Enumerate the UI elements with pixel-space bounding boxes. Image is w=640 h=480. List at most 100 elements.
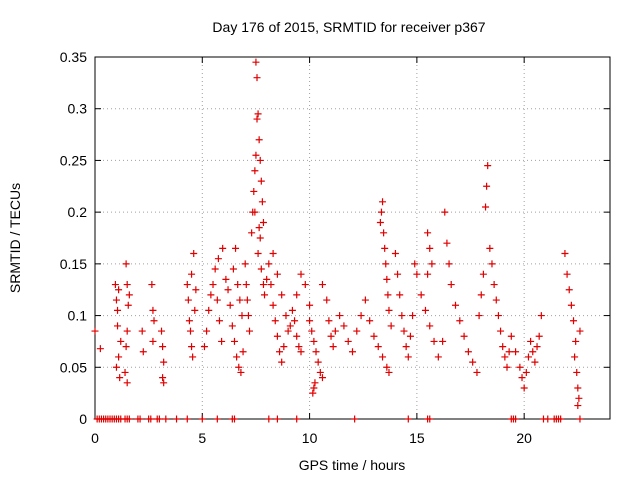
data-point	[256, 156, 264, 164]
data-point	[254, 110, 262, 118]
data-point	[112, 296, 120, 304]
data-point	[479, 270, 487, 278]
data-point	[139, 348, 147, 356]
data-point	[497, 327, 505, 335]
x-tick-label: 10	[302, 430, 318, 446]
data-point	[293, 332, 301, 340]
data-point	[473, 368, 481, 376]
data-point	[192, 286, 200, 294]
data-point	[353, 327, 361, 335]
data-point	[512, 415, 520, 423]
data-point	[379, 198, 387, 206]
data-point	[259, 218, 267, 226]
data-point	[411, 260, 419, 268]
y-tick-label: 0.15	[60, 256, 87, 272]
data-point	[484, 162, 492, 170]
data-point	[116, 374, 124, 382]
data-point	[382, 260, 390, 268]
x-tick-label: 20	[516, 430, 532, 446]
data-point	[224, 286, 232, 294]
data-point	[273, 270, 281, 278]
data-point	[309, 389, 317, 397]
data-point	[327, 332, 335, 340]
data-point	[122, 343, 130, 351]
grid	[95, 57, 610, 419]
data-point	[121, 368, 129, 376]
data-point	[280, 343, 288, 351]
data-point	[282, 312, 290, 320]
data-point	[402, 343, 410, 351]
data-point	[565, 286, 573, 294]
data-point	[424, 229, 432, 237]
data-point	[158, 327, 166, 335]
data-point	[200, 343, 208, 351]
data-point	[115, 286, 123, 294]
data-points	[91, 58, 584, 423]
data-point	[265, 260, 273, 268]
data-point	[488, 260, 496, 268]
data-point	[253, 74, 261, 82]
x-tick-label: 15	[409, 430, 425, 446]
data-point	[149, 306, 157, 314]
data-point	[575, 394, 583, 402]
x-tick-label: 5	[198, 430, 206, 446]
data-point	[482, 203, 490, 211]
data-point	[237, 368, 245, 376]
data-point	[226, 301, 234, 309]
data-point	[301, 281, 309, 289]
data-point	[516, 363, 524, 371]
data-point	[123, 379, 131, 387]
data-point	[426, 322, 434, 330]
data-point	[314, 358, 322, 366]
y-tick-label: 0.35	[60, 49, 87, 65]
data-point	[441, 208, 449, 216]
data-point	[293, 291, 301, 299]
data-point	[331, 327, 339, 335]
data-point	[452, 301, 459, 309]
data-point	[512, 348, 520, 356]
data-point	[310, 384, 318, 392]
data-point	[391, 250, 399, 258]
data-point	[252, 58, 260, 66]
data-point	[114, 306, 122, 314]
data-point	[325, 317, 333, 325]
data-point	[184, 296, 192, 304]
y-tick-label: 0.05	[60, 359, 87, 375]
data-point	[561, 250, 569, 258]
data-point	[155, 415, 163, 423]
data-point	[570, 317, 578, 325]
data-point	[394, 270, 402, 278]
data-point	[190, 250, 198, 258]
axis-ticks: 0 0.05 0.1 0.15 0.2 0.25 0.3 0.35 0 5 10 15 20	[60, 49, 610, 446]
data-point	[149, 337, 157, 345]
data-point	[242, 281, 250, 289]
data-point	[316, 368, 324, 376]
data-point	[183, 415, 191, 423]
data-point	[308, 327, 316, 335]
data-point	[563, 270, 571, 278]
data-point	[409, 312, 417, 320]
data-point	[230, 415, 238, 423]
data-point	[138, 327, 146, 335]
data-point	[383, 363, 391, 371]
data-point	[112, 363, 120, 371]
data-point	[265, 415, 273, 423]
data-point	[123, 281, 131, 289]
data-point	[477, 291, 485, 299]
plot-frame	[94, 56, 611, 420]
data-point	[340, 322, 348, 330]
data-point	[537, 312, 545, 320]
data-point	[159, 374, 167, 382]
data-point	[469, 358, 477, 366]
data-point	[209, 281, 217, 289]
data-point	[198, 415, 206, 423]
data-point	[232, 244, 240, 252]
data-point	[318, 374, 326, 382]
data-point	[273, 415, 281, 423]
data-point	[507, 332, 515, 340]
data-point	[160, 379, 168, 387]
data-point	[238, 312, 246, 320]
data-point	[424, 270, 432, 278]
data-point	[520, 384, 528, 392]
data-point	[125, 415, 133, 423]
